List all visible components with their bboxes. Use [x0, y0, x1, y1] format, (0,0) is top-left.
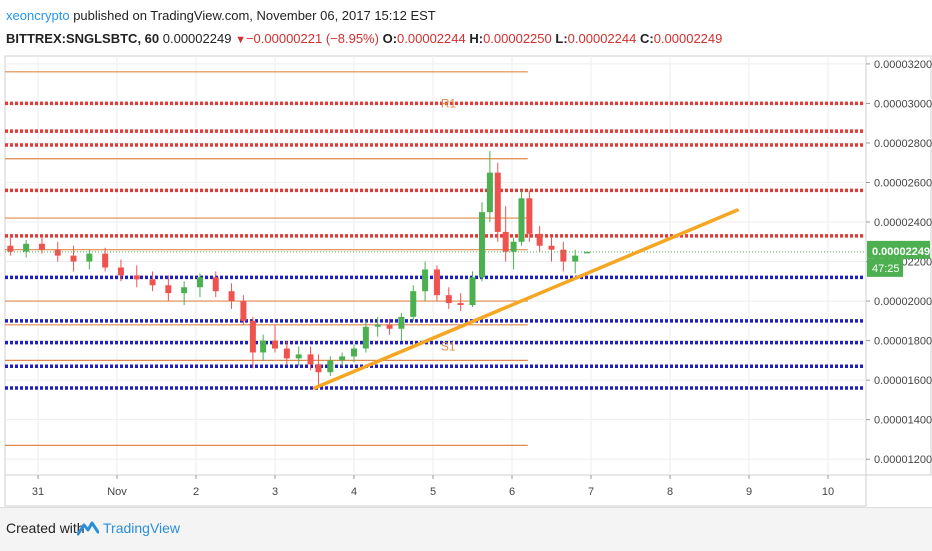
candle-body — [315, 364, 322, 373]
candle-body — [502, 231, 509, 252]
last-price: 0.00002249 — [162, 31, 232, 46]
low-label: L: — [555, 31, 568, 46]
last-price-badge — [867, 240, 930, 259]
y-tick-label: 0.00001200 — [874, 454, 932, 466]
candle-body — [548, 245, 555, 250]
candle-body — [386, 324, 393, 329]
time-axis — [4, 474, 867, 507]
candle-body — [212, 277, 219, 292]
close-label: C: — [639, 31, 654, 46]
x-tick-label: 2 — [193, 486, 199, 498]
symbol-label: BITTREX:SNGLSBTC, 60 — [6, 31, 160, 46]
y-tick-label: 0.00001600 — [874, 375, 932, 387]
candle-body — [283, 348, 290, 359]
candle-body — [526, 198, 533, 234]
down-arrow-icon: ▼ — [235, 34, 246, 46]
x-tick-label: 31 — [32, 486, 44, 498]
y-tick-label: 0.00003200 — [874, 59, 932, 71]
candle-body — [70, 255, 77, 262]
candle-body — [572, 255, 579, 262]
candle-body — [327, 360, 334, 373]
candle-body — [181, 287, 188, 294]
candle-body — [7, 245, 14, 252]
candle-body — [260, 340, 267, 353]
candle-body — [295, 354, 302, 359]
candle-body — [398, 316, 405, 329]
last-price-badge-label: 0.00002249 — [872, 246, 930, 258]
x-tick-label: 5 — [430, 486, 436, 498]
created-with-label: Created with — [6, 520, 85, 536]
y-tick-label: 0.00001400 — [874, 415, 932, 427]
candle-body — [307, 354, 314, 365]
x-tick-label: 9 — [746, 486, 752, 498]
plot-area — [4, 55, 867, 476]
chart-publish-info: xeoncrypto published on TradingView.com,… — [6, 8, 436, 23]
candle-body — [165, 285, 172, 294]
candle-body — [23, 243, 30, 252]
tradingview-brand-link[interactable]: TradingView — [103, 520, 181, 536]
y-tick-label: 0.00002800 — [874, 138, 932, 150]
open-value: 0.00002244 — [397, 31, 466, 46]
symbol-info-bar: BITTREX:SNGLSBTC, 60 0.00002249 ▼−0.0000… — [6, 31, 722, 46]
candle-body — [54, 249, 61, 256]
candle-body — [86, 253, 93, 262]
candle-body — [560, 249, 567, 262]
tradingview-logo-icon — [77, 521, 99, 536]
level-label: R1 — [441, 96, 457, 110]
low-value: 0.00002244 — [567, 31, 637, 46]
price-chart[interactable]: 0.00001200 0.00001400 0.00001600 0.00001800… — [0, 0, 932, 507]
y-tick-label: 0.00002600 — [874, 177, 932, 189]
trendline — [312, 208, 739, 390]
x-tick-label: 6 — [509, 486, 515, 498]
candle-body — [117, 267, 124, 276]
candle-body — [536, 233, 543, 246]
high-value: 0.00002250 — [483, 31, 552, 46]
candle-body — [272, 340, 278, 349]
candle-body — [133, 275, 140, 280]
candle-body — [494, 172, 501, 232]
x-tick-label: 7 — [588, 486, 594, 498]
author-link[interactable]: xeoncrypto — [6, 8, 70, 23]
candle-body — [351, 348, 357, 357]
candle-body — [149, 279, 156, 286]
countdown-label: 47:25 — [872, 263, 900, 275]
x-tick-label: 3 — [272, 486, 278, 498]
candle-body — [510, 241, 517, 252]
x-tick-label: 8 — [667, 486, 673, 498]
candle-body — [486, 172, 493, 213]
level-label: S1 — [441, 339, 456, 353]
candle-body — [102, 253, 109, 268]
y-tick-label: 0.00001800 — [874, 336, 932, 348]
candle-body — [228, 291, 235, 302]
candle-body — [410, 291, 417, 317]
candle-body — [518, 198, 525, 242]
candle-body — [38, 243, 45, 250]
candle-body — [445, 295, 452, 304]
candle-body — [457, 303, 464, 306]
candle-body — [339, 356, 346, 361]
countdown-badge — [867, 258, 903, 277]
candle-body — [433, 269, 440, 296]
price-change: −0.00000221 (−8.95%) — [245, 31, 379, 46]
y-tick-label: 0.00002000 — [874, 296, 932, 308]
candle-body — [362, 326, 369, 349]
y-tick-label: 0.00002400 — [874, 217, 932, 229]
candle-body — [374, 324, 381, 327]
close-value: 0.00002249 — [653, 31, 723, 46]
high-label: H: — [469, 31, 484, 46]
open-label: O: — [382, 31, 398, 46]
candle-body — [422, 269, 429, 292]
candle-body — [249, 320, 256, 353]
candle-body — [584, 251, 591, 254]
y-tick-label: 0.00003000 — [874, 98, 932, 110]
candle-body — [478, 212, 485, 278]
candle-body — [469, 277, 476, 306]
x-tick-label: 10 — [822, 486, 834, 498]
candle-body — [196, 277, 203, 288]
publish-info: published on TradingView.com, November 0… — [69, 8, 436, 23]
x-tick-label: 4 — [351, 486, 357, 498]
x-tick-label: Nov — [107, 486, 127, 498]
footer-bar: Created with TradingView — [0, 507, 932, 551]
candle-body — [240, 301, 247, 321]
